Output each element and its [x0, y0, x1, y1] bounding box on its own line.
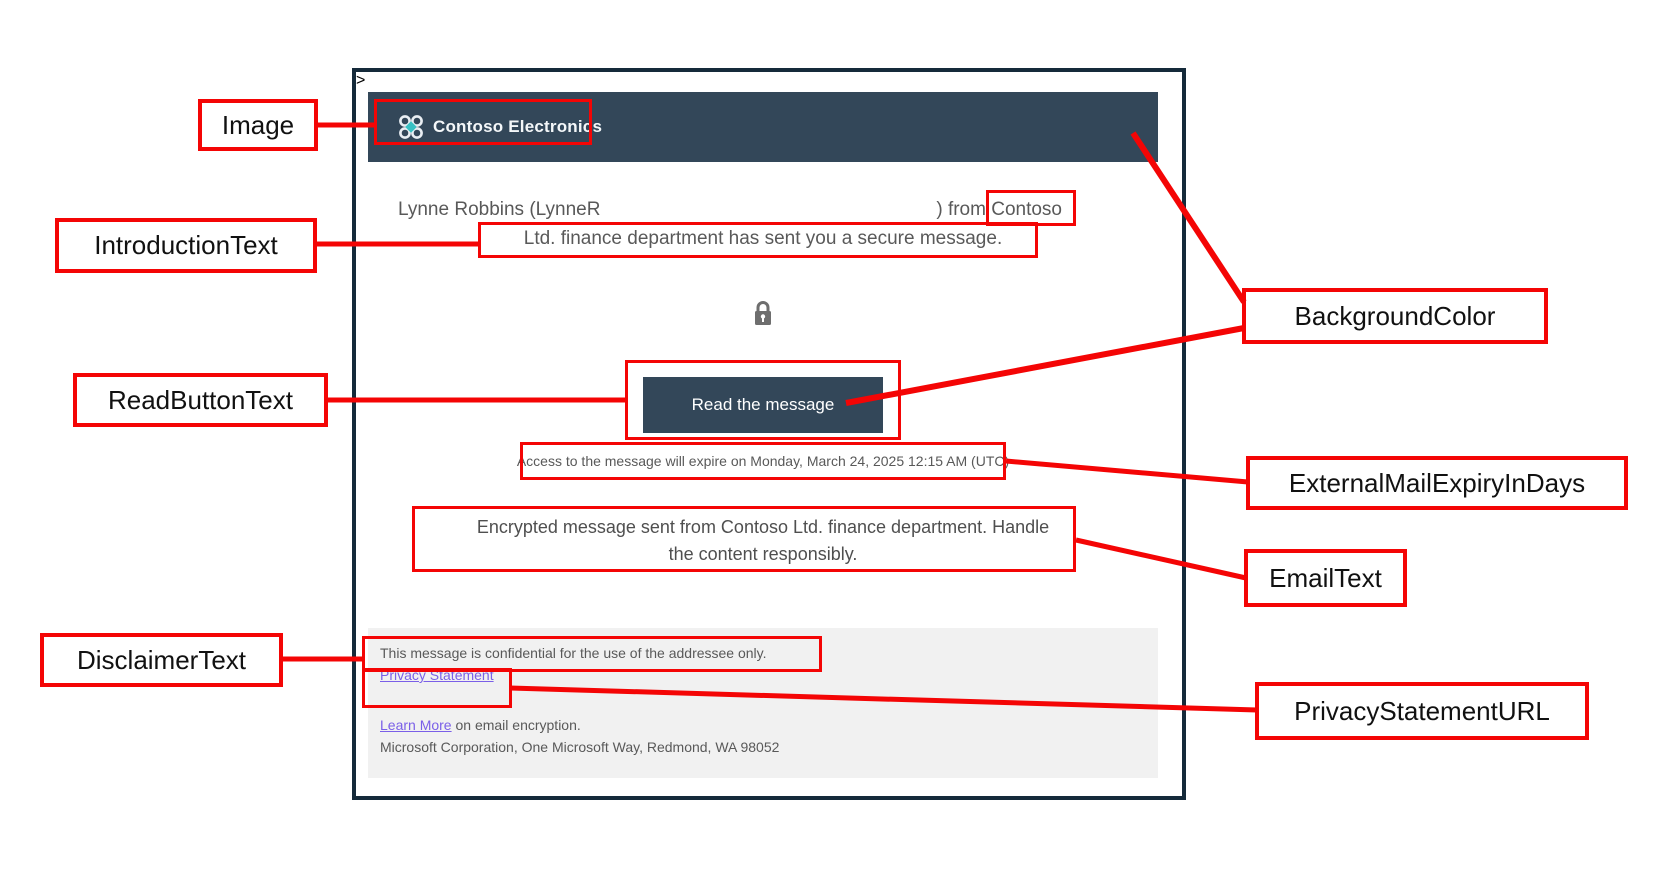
highlight-box-privacy-link	[362, 668, 512, 708]
introduction-line1: Lynne Robbins (LynneR ) from Contoso	[398, 196, 1062, 224]
email-body-text: Encrypted message sent from Contoso Ltd.…	[368, 514, 1158, 570]
callout-label-introduction-text: IntroductionText	[55, 218, 317, 273]
highlight-box-disclaimer	[362, 636, 822, 672]
learn-more-link[interactable]: Learn More	[380, 717, 452, 733]
callout-label-read-button-text: ReadButtonText	[73, 373, 328, 427]
brand-title: Contoso Electronics	[433, 117, 603, 136]
expiry-text: Access to the message will expire on Mon…	[516, 453, 1010, 469]
lock-icon	[751, 298, 775, 328]
callout-label-external-mail-expiry: ExternalMailExpiryInDays	[1246, 456, 1628, 510]
learn-more-suffix: on email encryption.	[451, 717, 581, 733]
email-body-line1: Encrypted message sent from Contoso Ltd.…	[476, 517, 1050, 537]
email-header-bar: Contoso Electronics	[368, 92, 1158, 162]
callout-label-email-text: EmailText	[1244, 549, 1407, 607]
highlight-box-expiry	[520, 442, 1006, 480]
callout-label-disclaimer-text: DisclaimerText	[40, 633, 283, 687]
highlight-box-email-text	[412, 506, 1076, 572]
contoso-logo-icon	[398, 114, 424, 140]
sender-text: Lynne Robbins (LynneR	[398, 199, 601, 220]
callout-label-privacy-statement-url: PrivacyStatementURL	[1255, 682, 1589, 740]
read-message-button[interactable]: Read the message	[643, 377, 883, 433]
introduction-line2: Ltd. finance department has sent you a s…	[523, 228, 1003, 249]
callout-label-image: Image	[198, 99, 318, 151]
sender-org-text: ) from Contoso	[936, 199, 1062, 220]
highlight-box-contoso-word	[986, 190, 1076, 226]
highlight-box-logo	[374, 99, 592, 145]
highlight-box-introduction	[478, 222, 1038, 258]
disclaimer-text-line: This message is confidential for the use…	[380, 645, 767, 661]
address-line: Microsoft Corporation, One Microsoft Way…	[380, 739, 780, 755]
callout-label-background-color: BackgroundColor	[1242, 288, 1548, 344]
email-body-line2: the content responsibly.	[668, 544, 858, 564]
highlight-box-read-button	[625, 360, 901, 440]
